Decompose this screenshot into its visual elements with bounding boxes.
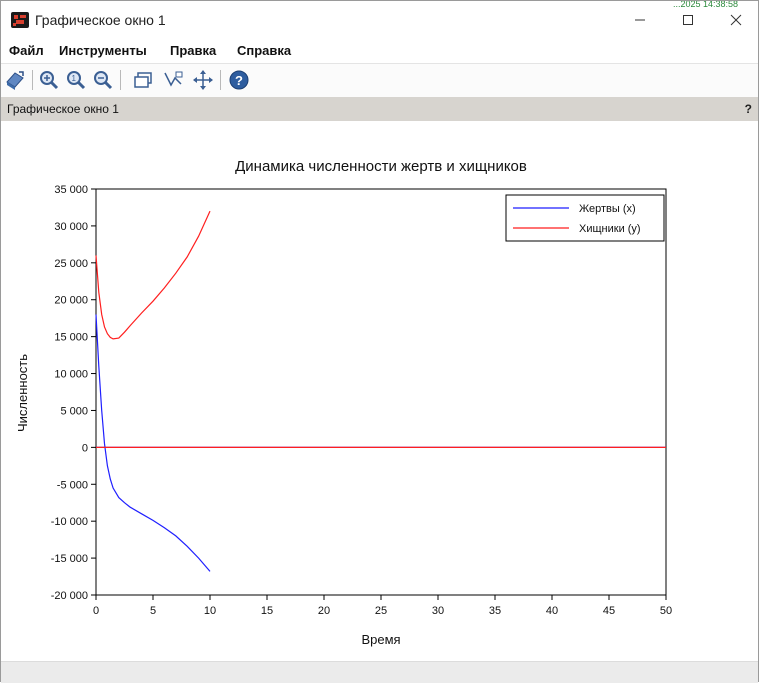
background-window-strip: ...2025 14:38:58 <box>672 1 738 7</box>
series-line-prey <box>95 314 211 572</box>
legend: Жертвы (x) Хищники (y) <box>505 194 665 242</box>
select-rect-icon <box>134 72 152 88</box>
y-tick-label: 0 <box>82 442 88 454</box>
y-tick-label: 35 000 <box>54 184 88 196</box>
zoom-out-icon <box>94 71 113 90</box>
figure-label: Графическое окно 1 <box>7 102 119 116</box>
x-tick-label: 25 <box>375 605 387 617</box>
y-tick-label: -10 000 <box>51 516 88 528</box>
y-tick-label: 15 000 <box>54 332 88 344</box>
rotate-button[interactable] <box>4 69 26 91</box>
title-bar: Графическое окно 1 ...2025 14:38:58 <box>1 1 758 39</box>
figure-label-bar: Графическое окно 1 ? <box>1 97 758 121</box>
x-tick-label: 45 <box>603 605 615 617</box>
menu-tools[interactable]: Инструменты <box>59 43 147 58</box>
status-bar <box>1 661 758 683</box>
series-line-predator <box>95 210 211 340</box>
x-tick-label: 40 <box>546 605 558 617</box>
pan-button[interactable] <box>192 69 214 91</box>
y-axis-label: Численность <box>15 354 30 432</box>
select-rect-button[interactable] <box>132 69 154 91</box>
minimize-button[interactable] <box>617 5 663 35</box>
chart-title: Динамика численности жертв и хищников <box>235 158 527 175</box>
x-tick-label: 5 <box>150 605 156 617</box>
x-tick-label: 50 <box>660 605 672 617</box>
menu-edit[interactable]: Правка <box>170 43 217 58</box>
x-tick-label: 35 <box>489 605 501 617</box>
scilab-app-icon <box>11 12 29 28</box>
rotate-icon <box>6 71 24 90</box>
close-icon <box>730 14 742 26</box>
y-tick-label: -20 000 <box>51 590 88 602</box>
axes-box <box>95 188 667 596</box>
zoom-out-button[interactable] <box>92 69 114 91</box>
toolbar: 1 <box>1 63 758 97</box>
y-tick-label: -15 000 <box>51 553 88 565</box>
close-button[interactable] <box>713 5 759 35</box>
menu-bar: Файл Инструменты Правка Справка <box>1 39 758 63</box>
x-tick-label: 20 <box>318 605 330 617</box>
help-icon: ? <box>229 70 249 90</box>
legend-label-prey: Жертвы (x) <box>579 203 636 215</box>
datatip-icon <box>164 71 183 87</box>
maximize-icon <box>683 15 693 25</box>
window-title: Графическое окно 1 <box>35 12 166 28</box>
svg-text:?: ? <box>235 73 243 88</box>
svg-text:1: 1 <box>72 74 77 83</box>
y-tick-label: -5 000 <box>57 479 88 491</box>
y-tick-label: 5 000 <box>60 405 88 417</box>
maximize-button[interactable] <box>665 5 711 35</box>
x-axis-label: Время <box>361 632 400 647</box>
menu-file[interactable]: Файл <box>9 43 44 58</box>
figure-help-icon[interactable]: ? <box>744 102 752 116</box>
x-tick-label: 30 <box>432 605 444 617</box>
menu-help[interactable]: Справка <box>237 43 292 58</box>
pan-icon <box>193 70 213 90</box>
zoom-in-icon <box>40 71 59 90</box>
chart[interactable]: 0 5 10 15 20 25 30 35 40 45 50 -20 000 -15 000 -10 00… <box>1 121 758 661</box>
legend-label-predator: Хищники (y) <box>579 223 641 235</box>
zoom-original-icon: 1 <box>67 71 86 90</box>
y-tick-label: 25 000 <box>54 258 88 270</box>
zoom-original-button[interactable]: 1 <box>65 69 87 91</box>
y-tick-label: 10 000 <box>54 369 88 381</box>
minimize-icon <box>635 19 645 21</box>
plot-area[interactable]: 0 5 10 15 20 25 30 35 40 45 50 -20 000 -15 000 -10 00… <box>1 121 758 661</box>
x-tick-label: 0 <box>93 605 99 617</box>
x-tick-label: 10 <box>204 605 216 617</box>
x-tick-label: 15 <box>261 605 273 617</box>
y-tick-label: 20 000 <box>54 295 88 307</box>
datatip-button[interactable] <box>162 69 184 91</box>
help-button[interactable]: ? <box>228 69 250 91</box>
zoom-in-button[interactable] <box>38 69 60 91</box>
y-tick-label: 30 000 <box>54 221 88 233</box>
